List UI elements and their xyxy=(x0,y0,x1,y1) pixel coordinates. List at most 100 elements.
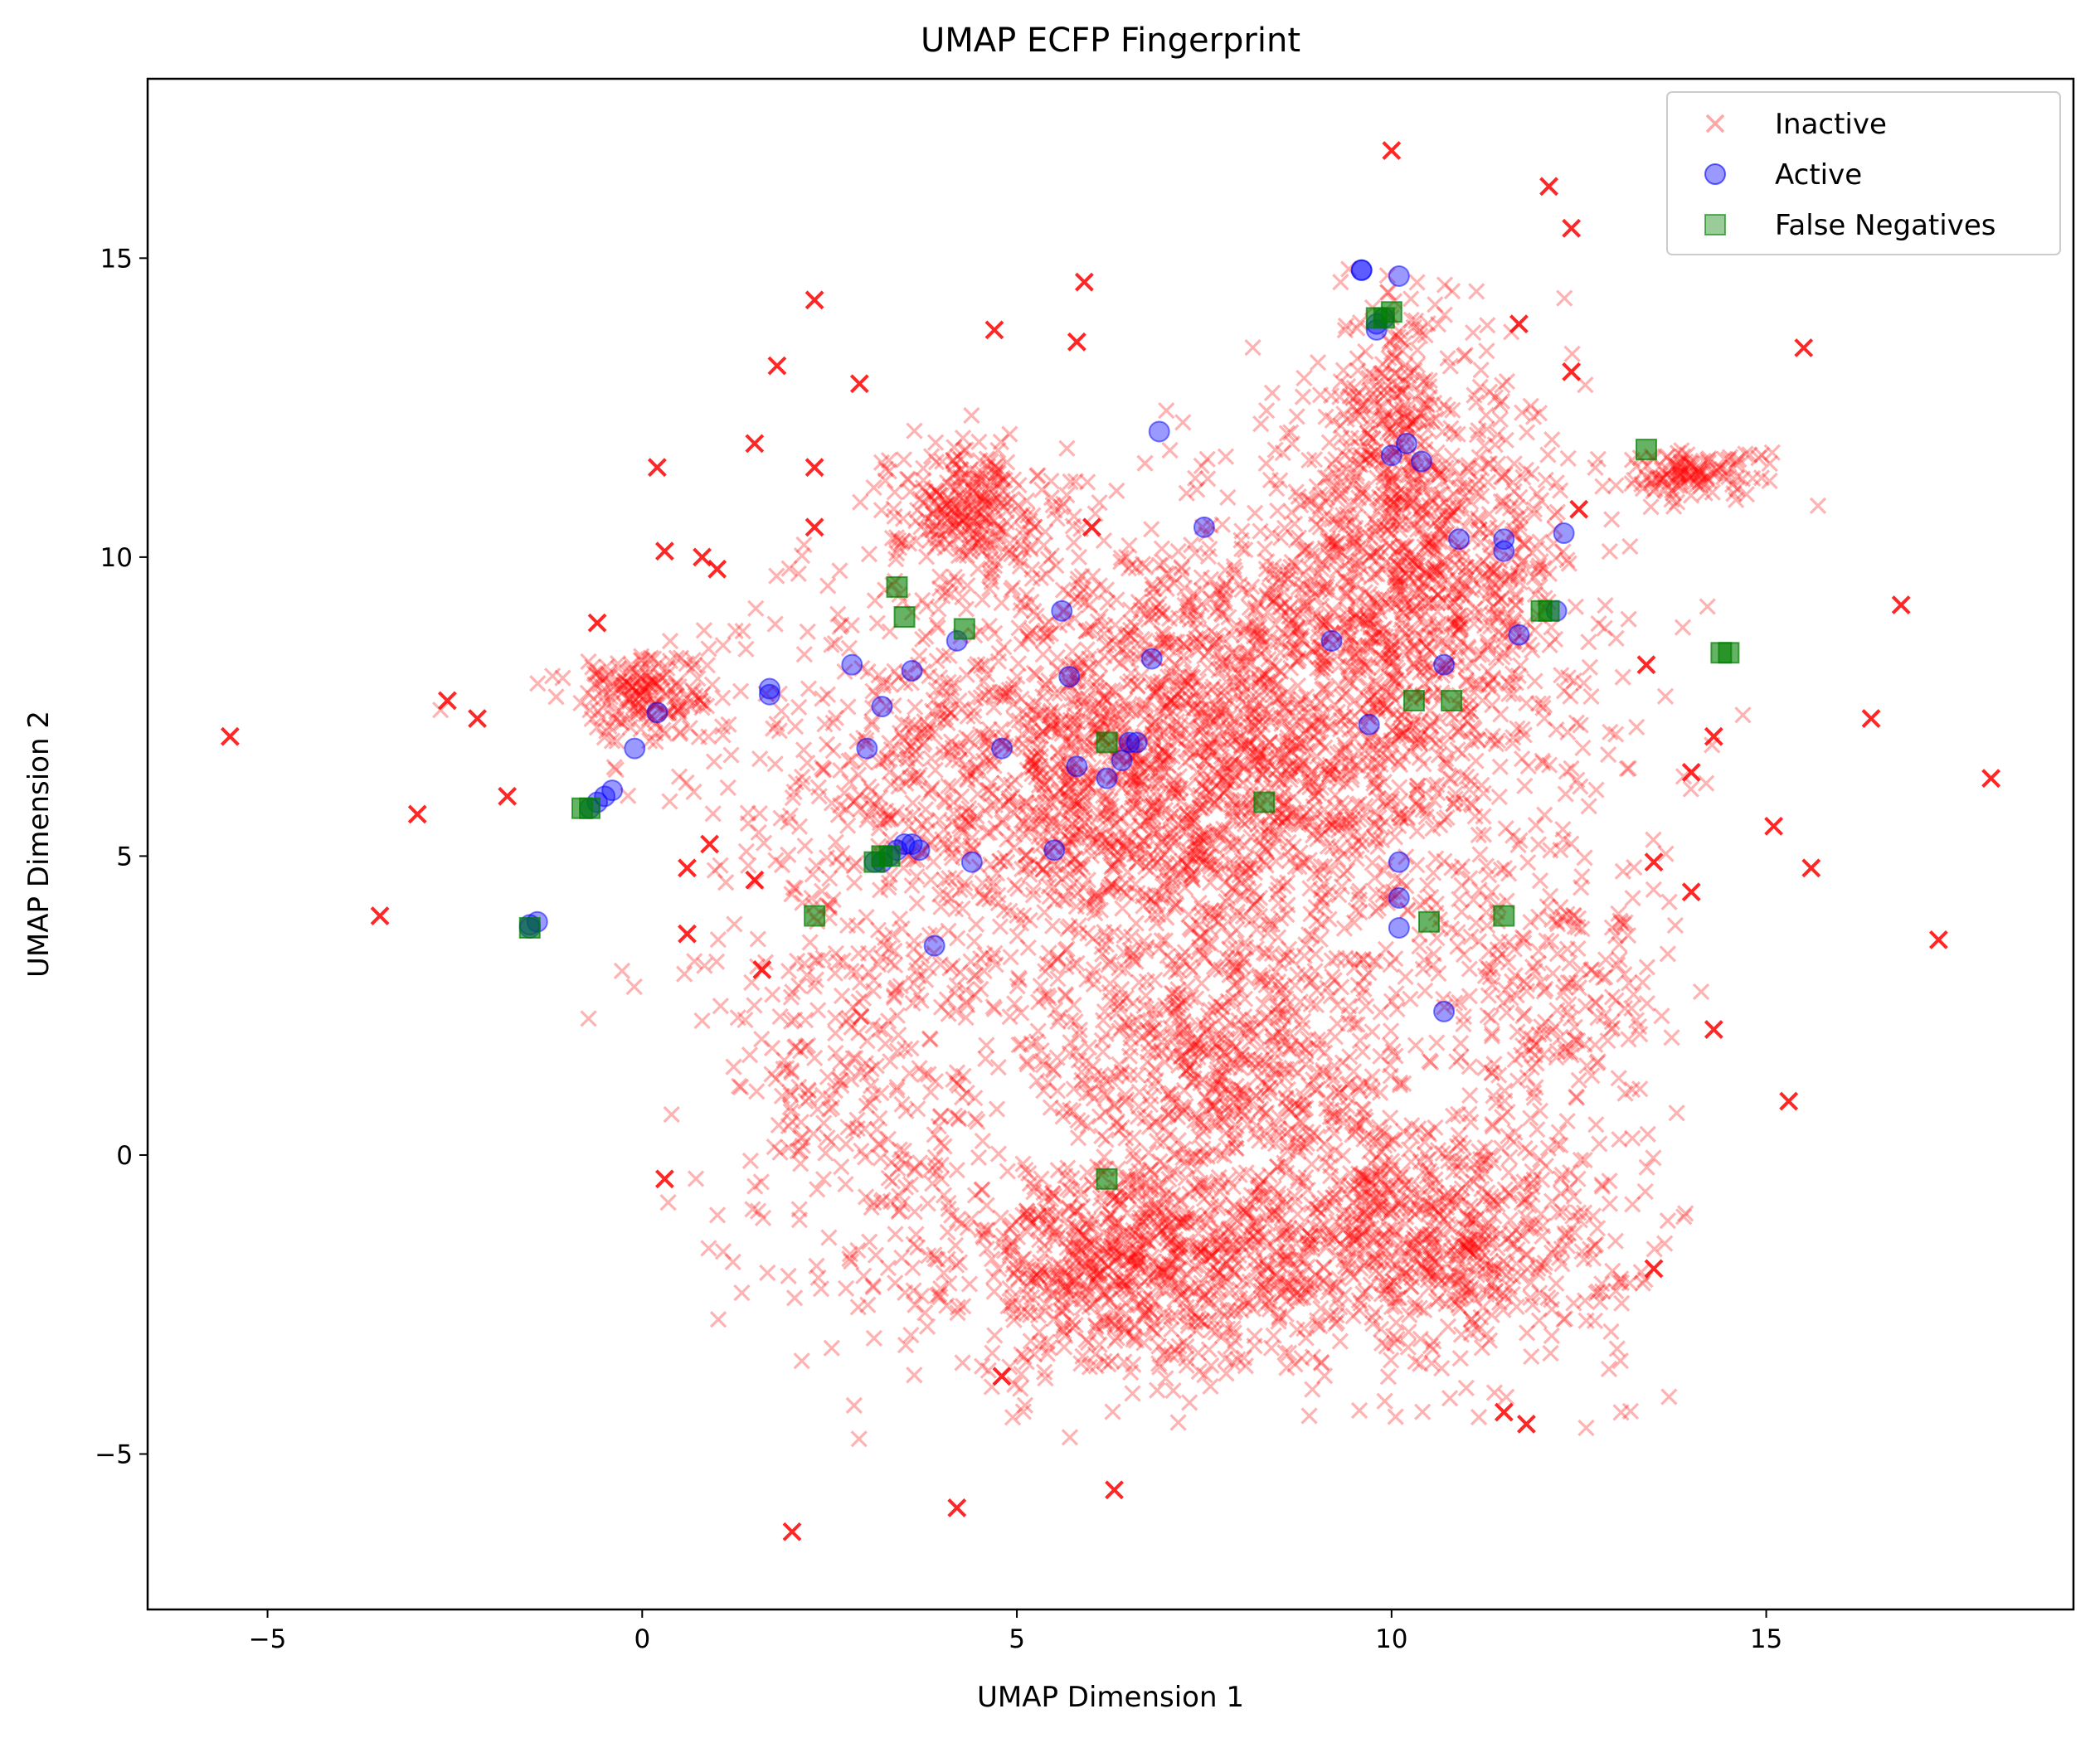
inactive-point xyxy=(1412,713,1429,731)
inactive-point xyxy=(1242,668,1260,687)
inactive-point xyxy=(1036,616,1054,634)
inactive-point xyxy=(1409,777,1427,794)
inactive-point xyxy=(1285,788,1302,806)
inactive-point xyxy=(976,946,994,964)
inactive-point xyxy=(1221,708,1238,726)
inactive-point xyxy=(1471,846,1489,863)
inactive-point xyxy=(936,794,954,811)
inactive-point xyxy=(1104,857,1121,875)
inactive-point xyxy=(1212,825,1230,843)
inactive-point xyxy=(876,811,893,829)
inactive-point xyxy=(1201,540,1218,558)
inactive-point xyxy=(1028,749,1045,766)
inactive-point xyxy=(1251,753,1268,770)
inactive-point xyxy=(1085,960,1103,978)
inactive-point xyxy=(1023,593,1040,611)
inactive-point xyxy=(1086,505,1104,522)
inactive-point xyxy=(1213,961,1230,978)
inactive-point xyxy=(965,968,983,985)
inactive-point xyxy=(785,783,803,801)
inactive-point xyxy=(1480,867,1498,884)
inactive-point xyxy=(1154,796,1172,813)
inactive-point xyxy=(1225,855,1242,873)
inactive-point xyxy=(1246,864,1264,881)
inactive-point xyxy=(1351,882,1368,900)
inactive-point xyxy=(879,1259,897,1277)
inactive-point xyxy=(1136,454,1154,472)
inactive-point xyxy=(1310,629,1328,646)
inactive-point xyxy=(827,833,844,851)
inactive-point xyxy=(1215,902,1232,920)
inactive-point xyxy=(1060,585,1077,603)
inactive-point xyxy=(1323,1101,1340,1119)
inactive-point xyxy=(1411,749,1428,767)
inactive-point xyxy=(1306,805,1324,823)
inactive-point xyxy=(1320,819,1338,837)
inactive-point xyxy=(829,806,847,823)
inactive-point xyxy=(1354,612,1372,629)
inactive-point xyxy=(1283,612,1300,629)
inactive-point xyxy=(1311,930,1329,948)
inactive-point xyxy=(1450,610,1468,628)
inactive-point xyxy=(1004,788,1021,805)
inactive-point xyxy=(1010,1036,1028,1054)
inactive-point xyxy=(1023,622,1041,639)
inactive-point xyxy=(1223,950,1241,968)
inactive-point xyxy=(1038,566,1055,583)
inactive-point xyxy=(1096,923,1113,941)
inactive-point xyxy=(1179,603,1197,620)
inactive-point xyxy=(1339,635,1357,653)
inactive-point xyxy=(1287,737,1305,755)
inactive-point xyxy=(1009,906,1026,925)
inactive-point xyxy=(1023,759,1042,776)
inactive-point xyxy=(780,813,797,831)
inactive-point xyxy=(855,753,873,771)
inactive-point xyxy=(1446,616,1463,634)
inactive-point xyxy=(1119,828,1136,846)
inactive-point xyxy=(1256,641,1274,659)
inactive-point xyxy=(1396,575,1413,593)
inactive-point xyxy=(907,698,924,716)
inactive-point xyxy=(787,774,805,791)
inactive-point xyxy=(1026,755,1043,772)
inactive-point xyxy=(1198,753,1216,770)
inactive-point xyxy=(1145,740,1162,758)
inactive-point xyxy=(1113,640,1131,658)
inactive-point xyxy=(1179,857,1197,876)
inactive-point xyxy=(882,810,900,828)
inactive-point xyxy=(1308,781,1325,799)
inactive-point xyxy=(432,702,450,719)
inactive-point xyxy=(1176,944,1194,961)
inactive-point xyxy=(1279,570,1296,587)
inactive-point xyxy=(897,774,915,793)
inactive-point xyxy=(827,709,844,726)
inactive-point xyxy=(982,856,999,873)
inactive-point xyxy=(1009,655,1028,672)
inactive-point xyxy=(1006,876,1023,894)
inactive-point xyxy=(1212,703,1230,721)
inactive-point xyxy=(1250,847,1267,865)
inactive-point xyxy=(1180,669,1198,687)
inactive-point xyxy=(1161,693,1179,711)
inactive-point xyxy=(1196,769,1213,787)
inactive-point xyxy=(1239,644,1257,663)
inactive-point xyxy=(1081,622,1098,639)
inactive-point xyxy=(1172,866,1189,883)
inactive-point xyxy=(1196,752,1213,769)
inactive-point xyxy=(1253,667,1271,684)
inactive-point xyxy=(1287,707,1305,725)
inactive-point xyxy=(1466,808,1484,825)
inactive-point xyxy=(1378,700,1395,717)
inactive-point xyxy=(1148,682,1165,701)
inactive-point xyxy=(1156,700,1174,717)
inactive-point xyxy=(1040,989,1057,1007)
inactive-point xyxy=(840,639,858,657)
inactive-point xyxy=(1005,804,1023,822)
inactive-point xyxy=(1037,807,1054,824)
inactive-point xyxy=(1208,768,1226,785)
inactive-point xyxy=(1296,965,1314,983)
inactive-point xyxy=(1359,639,1377,658)
inactive-point xyxy=(1189,838,1207,856)
inactive-point xyxy=(1060,801,1077,818)
inactive-point xyxy=(1382,634,1399,651)
